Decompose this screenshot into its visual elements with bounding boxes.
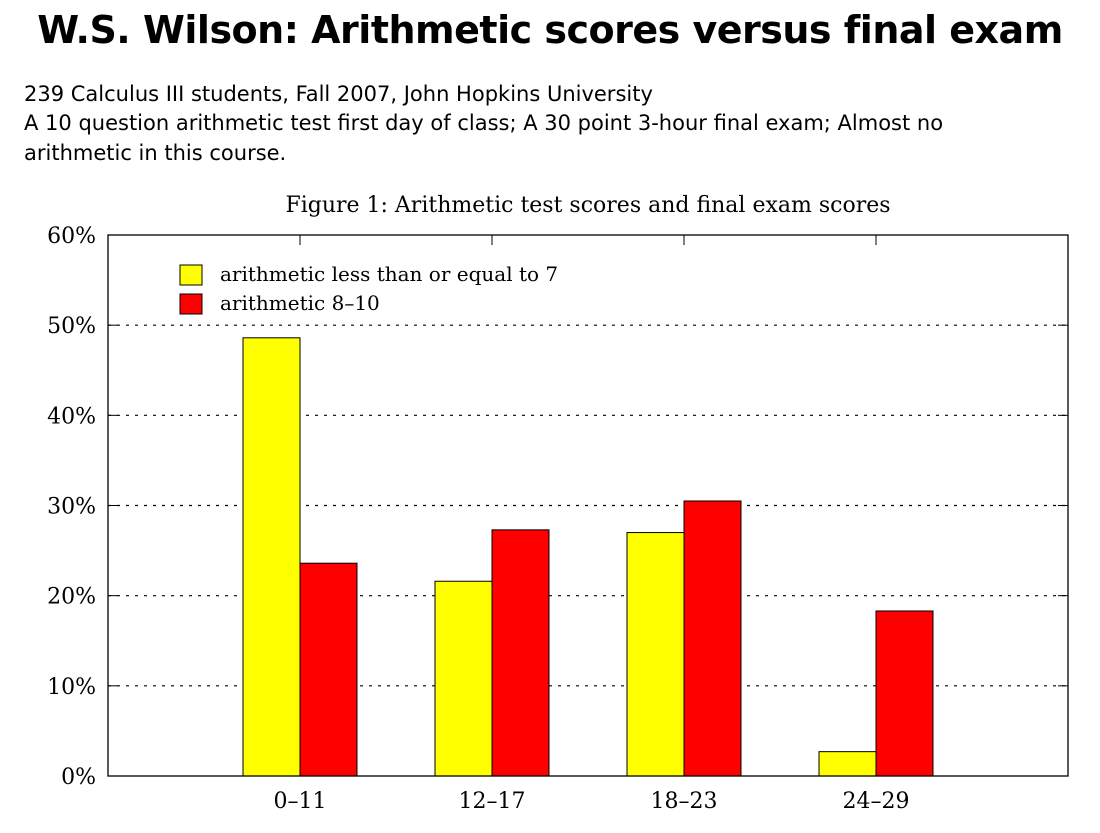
- legend-label: arithmetic 8–10: [220, 291, 380, 315]
- description-line: A 10 question arithmetic test first day …: [24, 111, 944, 136]
- bar: [299, 562, 358, 777]
- y-tick-label: 0%: [61, 765, 96, 790]
- legend-label: arithmetic less than or equal to 7: [220, 262, 558, 286]
- description-line: 239 Calculus III students, Fall 2007, Jo…: [24, 82, 653, 106]
- y-tick-label: 60%: [47, 224, 96, 249]
- y-tick-label: 10%: [47, 675, 96, 700]
- x-tick-label: 24–29: [843, 789, 910, 814]
- y-tick-label: 50%: [47, 314, 96, 339]
- bar: [242, 337, 301, 777]
- slide-title: W.S. Wilson: Arithmetic scores versus fi…: [37, 8, 1063, 52]
- chart-container: Figure 1: Arithmetic test scores and fin…: [0, 188, 1100, 828]
- x-tick-label: 18–23: [651, 789, 718, 814]
- x-tick-label: 0–11: [274, 789, 327, 814]
- legend-swatch: [179, 264, 203, 286]
- bar-chart: Figure 1: Arithmetic test scores and fin…: [47, 193, 1069, 814]
- bar: [683, 500, 742, 777]
- y-tick-label: 40%: [47, 404, 96, 429]
- legend-swatch: [179, 293, 203, 315]
- x-tick-label: 12–17: [459, 789, 526, 814]
- bar: [818, 751, 877, 777]
- chart-title: Figure 1: Arithmetic test scores and fin…: [285, 193, 890, 218]
- plot-frame: [107, 234, 1069, 777]
- y-tick-label: 30%: [47, 495, 96, 520]
- slide-description: 239 Calculus III students, Fall 2007, Jo…: [24, 80, 1074, 168]
- bar: [434, 580, 493, 777]
- description-line: arithmetic in this course.: [24, 140, 287, 165]
- bar: [491, 529, 550, 777]
- bar: [626, 532, 685, 777]
- y-tick-label: 20%: [47, 585, 96, 610]
- bar: [875, 610, 934, 777]
